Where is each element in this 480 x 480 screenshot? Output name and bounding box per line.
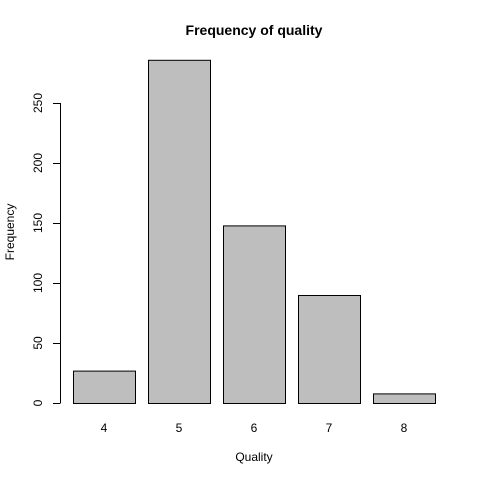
- y-tick-label: 100: [31, 273, 45, 293]
- bar-quality-8: [373, 393, 436, 404]
- y-tick-label: 200: [31, 153, 45, 173]
- x-axis-label: Quality: [235, 450, 272, 464]
- x-tick-label: 5: [176, 421, 183, 435]
- x-tick-label: 7: [326, 421, 333, 435]
- x-tick-label: 4: [101, 421, 108, 435]
- y-tick-label: 150: [31, 213, 45, 233]
- y-tick-label: 250: [31, 93, 45, 113]
- chart-title: Frequency of quality: [186, 22, 323, 38]
- bars-group: [73, 59, 436, 405]
- y-tick-label: 50: [31, 336, 45, 350]
- bar-quality-4: [73, 370, 136, 405]
- bar-quality-6: [223, 225, 286, 404]
- x-tick-label: 8: [401, 421, 408, 435]
- bar-quality-5: [148, 59, 211, 405]
- y-axis-label: Frequency: [3, 204, 17, 261]
- x-tick-label: 6: [251, 421, 258, 435]
- y-tick-label: 0: [31, 399, 45, 406]
- x-axis-tick-labels: 4 5 6 7 8: [101, 421, 408, 435]
- bar-quality-7: [298, 295, 361, 404]
- y-axis: 0 50 100 150 200 250: [31, 93, 61, 406]
